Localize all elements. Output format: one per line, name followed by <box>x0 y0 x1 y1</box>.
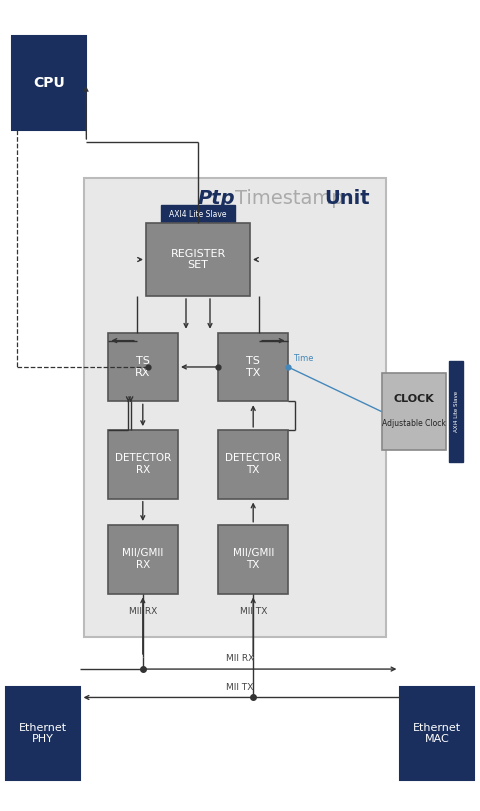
Text: Time: Time <box>293 354 313 363</box>
Text: Timestamp: Timestamp <box>235 189 344 208</box>
Text: AXI4 Lite Slave: AXI4 Lite Slave <box>169 209 227 219</box>
FancyBboxPatch shape <box>146 223 250 296</box>
Text: Unit: Unit <box>324 189 370 208</box>
Text: Ethernet
PHY: Ethernet PHY <box>19 723 67 744</box>
FancyBboxPatch shape <box>449 361 463 462</box>
Text: MII RX: MII RX <box>226 654 254 663</box>
FancyBboxPatch shape <box>6 687 80 780</box>
Text: DETECTOR
RX: DETECTOR RX <box>115 453 171 475</box>
FancyBboxPatch shape <box>84 178 386 637</box>
FancyBboxPatch shape <box>218 430 288 499</box>
Text: CPU: CPU <box>33 76 65 90</box>
FancyBboxPatch shape <box>108 333 178 401</box>
Text: MII TX: MII TX <box>226 683 254 692</box>
Text: Ptp: Ptp <box>198 189 235 208</box>
Text: REGISTER
SET: REGISTER SET <box>170 249 226 270</box>
Text: Adjustable Clock: Adjustable Clock <box>382 419 446 428</box>
FancyBboxPatch shape <box>108 525 178 594</box>
FancyBboxPatch shape <box>161 205 235 223</box>
Text: MII TX: MII TX <box>240 607 267 616</box>
Text: TS
RX: TS RX <box>135 356 151 378</box>
FancyBboxPatch shape <box>218 333 288 401</box>
Text: CLOCK: CLOCK <box>394 394 434 405</box>
Text: MII/GMII
RX: MII/GMII RX <box>122 548 164 570</box>
Text: Ethernet
MAC: Ethernet MAC <box>413 723 461 744</box>
Text: TS
TX: TS TX <box>246 356 260 378</box>
FancyBboxPatch shape <box>108 430 178 499</box>
Text: MII RX: MII RX <box>129 607 157 616</box>
Text: MII/GMII
TX: MII/GMII TX <box>232 548 274 570</box>
Text: DETECTOR
TX: DETECTOR TX <box>225 453 281 475</box>
Text: AXi4 Lite Slave: AXi4 Lite Slave <box>454 391 458 432</box>
FancyBboxPatch shape <box>218 525 288 594</box>
FancyBboxPatch shape <box>12 36 86 130</box>
FancyBboxPatch shape <box>400 687 474 780</box>
FancyBboxPatch shape <box>382 373 446 450</box>
